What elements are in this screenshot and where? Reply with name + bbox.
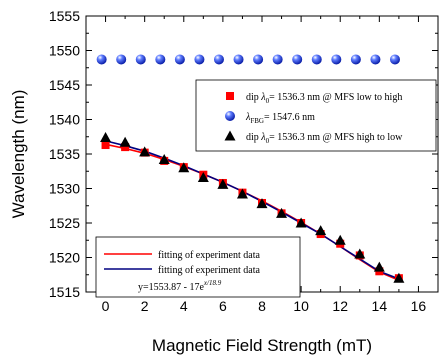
- legend-fit-label: fitting of experiment data: [158, 250, 260, 261]
- point-low_to_high: [121, 143, 130, 152]
- point-fbg: [253, 54, 264, 65]
- data-points: [96, 54, 405, 283]
- point-high_to_low: [158, 154, 170, 165]
- y-tick-label: 1520: [49, 250, 80, 266]
- x-tick-label: 2: [141, 298, 149, 314]
- y-tick-label: 1530: [49, 181, 80, 197]
- point-high_to_low: [197, 171, 209, 182]
- y-tick-label: 1555: [49, 8, 80, 24]
- fit-equation: y=1553.87 - 17ex/18.9: [138, 279, 222, 293]
- legend-top-box: [195, 79, 437, 152]
- point-high_to_low: [334, 234, 346, 245]
- point-fbg: [272, 54, 283, 65]
- y-tick-label: 1515: [49, 284, 80, 300]
- legend-entry-label: λFBG= 1547.6 nm: [245, 112, 315, 125]
- point-fbg: [155, 54, 166, 65]
- point-fbg: [311, 54, 322, 65]
- x-tick-label: 0: [102, 298, 110, 314]
- y-tick-label: 1545: [49, 77, 80, 93]
- point-fbg: [233, 54, 244, 65]
- point-fbg: [331, 54, 342, 65]
- x-tick-label: 14: [372, 298, 388, 314]
- point-high_to_low: [256, 198, 268, 209]
- legend-bottom: fitting of experiment data fitting of exp…: [95, 236, 301, 298]
- point-fbg: [96, 54, 107, 65]
- point-fbg: [213, 54, 224, 65]
- legend-marker: [224, 130, 236, 141]
- fit-line-fit_navy: [105, 140, 400, 280]
- x-tick-label: 8: [258, 298, 266, 314]
- x-tick-label: 16: [411, 298, 427, 314]
- point-high_to_low: [354, 248, 366, 259]
- legend-marker: [225, 111, 235, 121]
- x-axis-title: Magnetic Field Strength (mT): [152, 336, 372, 355]
- point-fbg: [350, 54, 361, 65]
- legend-entry-label: dip λ0= 1536.3 nm @ MFS high to low: [246, 132, 403, 145]
- point-high_to_low: [276, 207, 288, 218]
- point-fbg: [174, 54, 185, 65]
- y-tick-label: 1525: [49, 215, 80, 231]
- legend-fit-label: fitting of experiment data: [158, 265, 260, 276]
- point-high_to_low: [119, 136, 131, 147]
- point-high_to_low: [315, 225, 327, 236]
- point-high_to_low: [236, 188, 248, 199]
- point-fbg: [292, 54, 303, 65]
- fit-curves: [105, 140, 400, 282]
- y-tick-label: 1550: [49, 43, 80, 59]
- point-high_to_low: [217, 178, 229, 189]
- x-tick-label: 10: [293, 298, 309, 314]
- point-fbg: [116, 54, 127, 65]
- legend-top: dip λ0= 1536.3 nm @ MFS low to high λFBG=…: [195, 79, 437, 152]
- y-tick-label: 1535: [49, 146, 80, 162]
- point-high_to_low: [139, 146, 151, 157]
- point-high_to_low: [178, 162, 190, 173]
- point-fbg: [135, 54, 146, 65]
- x-tick-label: 4: [180, 298, 188, 314]
- point-high_to_low: [393, 272, 405, 283]
- point-high_to_low: [100, 131, 112, 142]
- point-high_to_low: [295, 217, 307, 228]
- point-fbg: [370, 54, 381, 65]
- point-fbg: [194, 54, 205, 65]
- point-fbg: [389, 54, 400, 65]
- legend-bottom-box: [95, 236, 301, 298]
- y-tick-label: 1540: [49, 112, 80, 128]
- legend-marker: [226, 92, 234, 100]
- point-low_to_high: [101, 141, 110, 150]
- axis-ticks: 0 2 4 6 8 10 12 14 16 1515 1520 1525 1530 1535 1540 154…: [49, 8, 439, 314]
- legend-entry-label: dip λ0= 1536.3 nm @ MFS low to high: [246, 92, 402, 105]
- point-high_to_low: [373, 261, 385, 272]
- x-tick-label: 12: [332, 298, 348, 314]
- x-tick-label: 6: [219, 298, 227, 314]
- y-axis-title: Wavelength (nm): [9, 90, 28, 219]
